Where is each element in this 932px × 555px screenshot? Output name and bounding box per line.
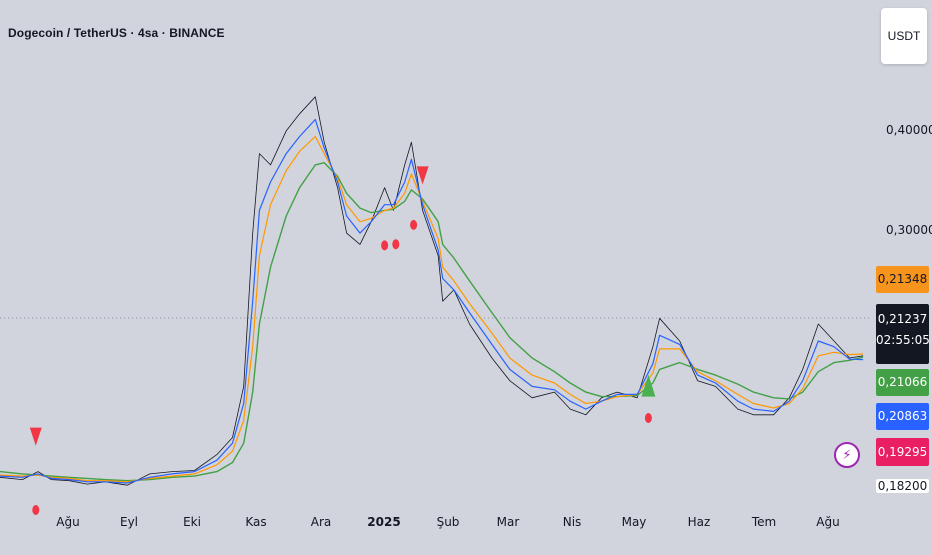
ma-orange-price-badge: 0,21348 (876, 266, 929, 293)
countdown-timer: 02:55:05 (876, 333, 930, 347)
buy-signal-triangle (641, 374, 656, 397)
signal-dot (392, 239, 400, 250)
pink-price-badge: 0,19295 (876, 438, 929, 466)
time-label-2025: 2025 (367, 515, 400, 529)
time-label-nis: Nis (563, 515, 582, 529)
time-axis[interactable]: Ağu Eyl Eki Kas Ara 2025 Şub Mar Nis May… (56, 515, 839, 529)
currency-button[interactable]: USDT (881, 8, 927, 64)
lightning-icon[interactable]: ⚡ (834, 442, 860, 468)
signal-dot (32, 505, 40, 515)
current-price-badge: 0,21237 02:55:05 (876, 304, 930, 364)
signal-dot (410, 219, 418, 230)
price-series (0, 96, 864, 486)
time-label-agu-2025: Ağu (816, 515, 839, 529)
time-label-agu-2024: Ağu (56, 515, 79, 529)
time-label-mar: Mar (497, 515, 520, 529)
current-price-value: 0,21237 (877, 312, 928, 326)
ma-mid-series (0, 135, 864, 483)
time-label-ara: Ara (311, 515, 332, 529)
symbol-title[interactable]: Dogecoin / TetherUS · 4sa · BINANCE (8, 26, 225, 40)
ma-blue-price-badge: 0,20863 (876, 403, 929, 430)
time-label-eyl: Eyl (120, 515, 138, 529)
ma-slow-series (0, 162, 864, 482)
price-label-030: 0,30000 (886, 223, 932, 237)
price-label-040: 0,40000 (886, 123, 932, 137)
time-label-haz: Haz (688, 515, 711, 529)
signal-dot (381, 240, 389, 251)
ma-fast-series (0, 118, 864, 484)
time-label-tem: Tem (751, 515, 776, 529)
time-label-sub: Şub (437, 515, 460, 529)
price-axis[interactable]: 0,40000 0,30000 (886, 123, 932, 237)
sell-signal-triangle (29, 427, 42, 446)
last-price-badge: 0,18200 (876, 479, 929, 493)
time-label-may: May (622, 515, 647, 529)
sell-signal-triangle (416, 166, 429, 185)
time-label-kas: Kas (245, 515, 266, 529)
ma-green-price-badge: 0,21066 (876, 369, 929, 396)
signal-dot (644, 413, 652, 423)
time-label-eki: Eki (183, 515, 201, 529)
